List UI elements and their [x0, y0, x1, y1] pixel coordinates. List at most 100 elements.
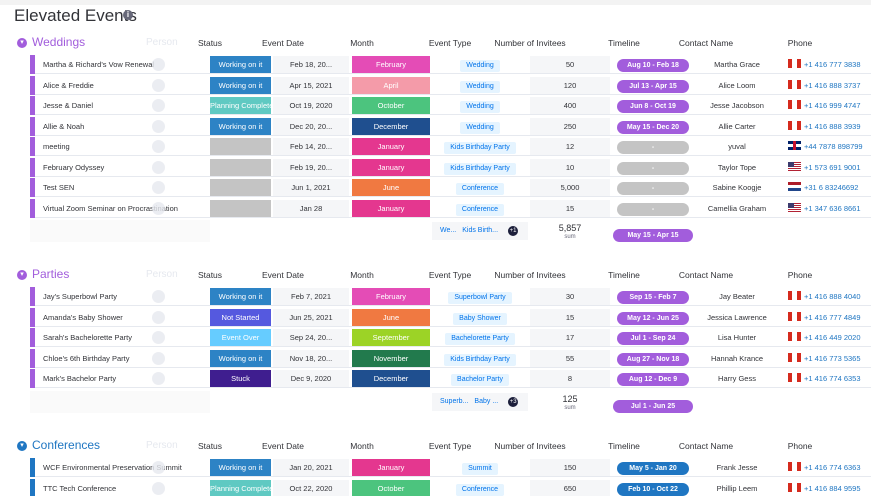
- invitees-cell[interactable]: 15: [530, 199, 610, 217]
- phone-number[interactable]: +1 573 691 9001: [804, 162, 861, 172]
- phone-cell[interactable]: +1 416 999 4747: [782, 97, 871, 114]
- person-avatar[interactable]: [152, 481, 165, 495]
- event-type-cell[interactable]: Summit: [432, 459, 528, 476]
- item-name[interactable]: Sarah's Bachelorette Party: [43, 333, 132, 342]
- table-row[interactable]: Allie & Noah Working on it Dec 20, 20... De…: [30, 116, 871, 136]
- phone-cell[interactable]: +1 416 884 9595: [782, 480, 871, 496]
- person-avatar[interactable]: [152, 119, 165, 133]
- timeline-cell[interactable]: Jun 8 - Oct 19: [613, 97, 693, 114]
- event-type-summary[interactable]: We... Kids Birth... +1: [432, 222, 528, 240]
- month-cell[interactable]: January: [352, 158, 430, 176]
- phone-cell[interactable]: +1 416 774 6353: [782, 370, 871, 387]
- timeline-cell[interactable]: Aug 10 - Feb 18: [613, 56, 693, 73]
- invitees-cell[interactable]: 150: [530, 459, 610, 476]
- chevron-down-icon[interactable]: ▾: [17, 38, 27, 48]
- invitees-cell[interactable]: 400: [530, 97, 610, 114]
- person-avatar[interactable]: [152, 461, 165, 474]
- phone-cell[interactable]: +1 416 773 5365: [782, 350, 871, 367]
- table-row[interactable]: Sarah's Bachelorette Party Event Over Sep …: [30, 328, 871, 347]
- person-avatar[interactable]: [152, 372, 165, 385]
- table-row[interactable]: Jay's Superbowl Party Working on it Feb 7,…: [30, 287, 871, 306]
- phone-number[interactable]: +1 416 888 3939: [804, 121, 861, 131]
- status-cell[interactable]: [210, 158, 271, 176]
- status-cell[interactable]: Planning Completed!: [210, 479, 271, 496]
- phone-cell[interactable]: +44 7878 898799: [782, 138, 871, 155]
- month-cell[interactable]: April: [352, 76, 430, 94]
- event-date-cell[interactable]: Jan 20, 2021: [273, 459, 349, 476]
- month-cell[interactable]: December: [352, 370, 430, 387]
- phone-cell[interactable]: +1 347 636 8661: [782, 200, 871, 217]
- contact-name-cell[interactable]: Taylor Tope: [717, 162, 757, 172]
- month-cell[interactable]: June: [352, 308, 430, 326]
- table-row[interactable]: WCF Environmental Preservation Summit Wor…: [30, 458, 871, 477]
- item-name[interactable]: Virtual Zoom Seminar on Procrastination: [43, 203, 178, 213]
- person-avatar[interactable]: [152, 351, 165, 365]
- month-cell[interactable]: January: [352, 138, 430, 155]
- chevron-down-icon[interactable]: ▾: [17, 270, 27, 280]
- contact-name-cell[interactable]: Sabine Koogje: [712, 183, 762, 192]
- month-cell[interactable]: October: [352, 479, 430, 496]
- month-cell[interactable]: September: [352, 329, 430, 346]
- chevron-down-icon[interactable]: ▾: [17, 441, 27, 451]
- event-type-cell[interactable]: Conference: [432, 179, 528, 196]
- status-cell[interactable]: [210, 199, 271, 217]
- event-type-cell[interactable]: Kids Birthday Party: [432, 350, 528, 367]
- contact-name-cell[interactable]: yuval: [728, 142, 746, 151]
- timeline-cell[interactable]: May 15 - Dec 20: [613, 118, 693, 135]
- invitees-cell[interactable]: 5,000: [530, 179, 610, 196]
- status-cell[interactable]: Working on it: [210, 349, 271, 367]
- item-name[interactable]: Amanda's Baby Shower: [43, 312, 123, 322]
- timeline-cell[interactable]: -: [613, 200, 693, 217]
- person-avatar[interactable]: [152, 310, 165, 324]
- contact-name-cell[interactable]: Phillip Leem: [716, 483, 758, 493]
- phone-number[interactable]: +1 416 773 5365: [804, 353, 861, 363]
- phone-cell[interactable]: +1 416 888 4040: [782, 288, 871, 305]
- item-name[interactable]: Mark's Bachelor Party: [43, 374, 117, 383]
- table-row[interactable]: Virtual Zoom Seminar on Procrastination J…: [30, 198, 871, 218]
- phone-number[interactable]: +1 416 888 3737: [804, 80, 861, 90]
- timeline-cell[interactable]: -: [613, 179, 693, 196]
- month-cell[interactable]: January: [352, 199, 430, 217]
- more-count-badge[interactable]: +3: [508, 396, 519, 407]
- item-name[interactable]: Chloe's 6th Birthday Party: [43, 353, 130, 363]
- invitees-cell[interactable]: 10: [530, 158, 610, 176]
- person-avatar[interactable]: [152, 140, 165, 153]
- status-cell[interactable]: Working on it: [210, 288, 271, 305]
- month-cell[interactable]: February: [352, 288, 430, 305]
- event-date-cell[interactable]: Oct 19, 2020: [273, 97, 349, 114]
- phone-cell[interactable]: +1 573 691 9001: [782, 159, 871, 176]
- phone-number[interactable]: +1 347 636 8661: [804, 203, 861, 213]
- event-type-cell[interactable]: Wedding: [432, 118, 528, 135]
- item-name[interactable]: Alice & Freddie: [43, 80, 94, 90]
- contact-name-cell[interactable]: Camellia Graham: [707, 203, 767, 213]
- invitees-cell[interactable]: 650: [530, 479, 610, 496]
- month-cell[interactable]: February: [352, 56, 430, 73]
- phone-number[interactable]: +31 6 83246692: [804, 183, 859, 192]
- phone-number[interactable]: +1 416 777 3838: [804, 60, 861, 69]
- invitees-cell[interactable]: 17: [530, 329, 610, 346]
- person-avatar[interactable]: [152, 99, 165, 112]
- invitees-cell[interactable]: 250: [530, 117, 610, 135]
- timeline-cell[interactable]: Sep 15 - Feb 7: [613, 288, 693, 305]
- group-title[interactable]: Parties: [32, 267, 70, 281]
- event-type-cell[interactable]: Bachelorette Party: [432, 329, 528, 346]
- event-type-cell[interactable]: Conference: [432, 480, 528, 496]
- event-date-cell[interactable]: Jun 25, 2021: [273, 308, 349, 326]
- table-row[interactable]: Chloe's 6th Birthday Party Working on it N…: [30, 348, 871, 368]
- event-type-cell[interactable]: Baby Shower: [432, 309, 528, 326]
- event-type-cell[interactable]: Bachelor Party: [432, 370, 528, 387]
- person-avatar[interactable]: [152, 331, 165, 344]
- event-date-cell[interactable]: Feb 7, 2021: [273, 288, 349, 305]
- invitees-cell[interactable]: 30: [530, 288, 610, 305]
- invitees-cell[interactable]: 50: [530, 56, 610, 73]
- table-row[interactable]: Amanda's Baby Shower Not Started Jun 25, 2…: [30, 307, 871, 327]
- status-cell[interactable]: Stuck: [210, 370, 271, 387]
- phone-number[interactable]: +44 7878 898799: [804, 142, 863, 151]
- contact-name-cell[interactable]: Lisa Hunter: [717, 333, 757, 342]
- timeline-cell[interactable]: -: [613, 138, 693, 155]
- month-cell[interactable]: June: [352, 179, 430, 196]
- invitees-cell[interactable]: 55: [530, 349, 610, 367]
- invitees-cell[interactable]: 120: [530, 76, 610, 94]
- item-name[interactable]: Test SEN: [43, 183, 75, 192]
- event-date-cell[interactable]: Jun 1, 2021: [273, 179, 349, 196]
